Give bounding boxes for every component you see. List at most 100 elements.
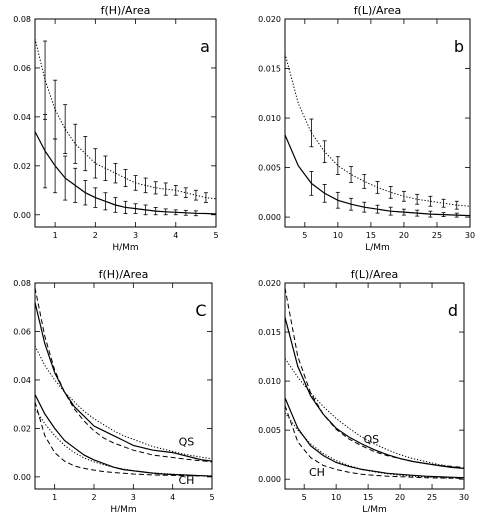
error-bar: [113, 162, 118, 184]
x-tick-label: 5: [209, 493, 214, 502]
x-tick-label: 5: [302, 493, 307, 502]
chart-title: f(L)/Area: [351, 268, 399, 281]
x-tick-label: 2: [91, 493, 96, 502]
x-tick-label: 3: [131, 493, 136, 502]
error-bar: [441, 212, 446, 218]
series-line-dashed: [35, 401, 212, 477]
error-bar: [309, 171, 314, 196]
error-bar: [335, 191, 340, 209]
y-tick-label: 0.010: [258, 114, 281, 123]
chart-panel-1: f(L)/Area L/Mm b 5 10 15 20 25 30 0.000 0.005 0.010…: [258, 4, 475, 253]
y-tick-label: 0.04: [13, 376, 31, 385]
error-bar: [183, 187, 188, 199]
y-tick-label: 0.010: [258, 377, 281, 386]
error-bar: [43, 114, 48, 189]
error-bar: [173, 209, 178, 216]
x-tick-label: 25: [432, 231, 442, 240]
error-bar: [428, 210, 433, 218]
error-bar: [123, 169, 128, 188]
error-bar: [322, 140, 327, 164]
error-bar: [113, 197, 118, 213]
error-bar: [322, 184, 327, 203]
x-tick-label: 30: [465, 231, 475, 240]
plot-area: [285, 287, 464, 479]
series-line-dashed: [35, 287, 212, 463]
error-bar: [163, 182, 168, 196]
error-bar: [349, 197, 354, 211]
chart-panel-0: f(H)/Area H/Mm a 1 2 3 4 5 0.00 0.02 0.04 0.06 0.08: [13, 4, 218, 253]
x-tick-label: 4: [173, 231, 178, 240]
error-bar: [133, 203, 138, 214]
y-tick-label: 0.04: [13, 113, 31, 122]
error-bar: [153, 207, 158, 216]
error-bar: [93, 187, 98, 208]
series-line-dotted: [35, 408, 212, 477]
plot-frame: [34, 282, 213, 490]
plot-area: [285, 53, 470, 218]
x-tick-label: 20: [395, 493, 405, 502]
y-tick-label: 0.015: [258, 65, 281, 74]
chart-panel-3: f(L)/Area L/Mm d 5 10 15 20 25 30 0.000 0.005 0.010…: [258, 268, 469, 512]
error-bar: [103, 192, 108, 211]
x-axis-label: L/Mm: [365, 243, 390, 253]
error-bar: [83, 180, 88, 206]
panel-label: C: [195, 301, 206, 320]
error-bar: [73, 123, 78, 164]
error-bar: [53, 79, 58, 140]
error-bar: [401, 190, 406, 202]
error-bar: [388, 185, 393, 199]
error-bar: [375, 204, 380, 214]
plot-area: [35, 287, 212, 477]
error-bar: [415, 193, 420, 205]
y-tick-label: 0.005: [258, 426, 281, 435]
x-tick-label: 25: [427, 493, 437, 502]
error-bar: [454, 212, 459, 218]
x-tick-label: 15: [363, 493, 373, 502]
error-bar: [63, 155, 68, 201]
series-line-dotted: [285, 358, 464, 469]
x-axis-label: H/Mm: [112, 243, 138, 253]
chart-title: f(H)/Area: [101, 4, 151, 17]
y-tick-label: 0.00: [13, 211, 31, 220]
error-bar: [133, 175, 138, 191]
error-bar: [183, 209, 188, 216]
error-bar: [193, 189, 198, 201]
error-bar: [349, 166, 354, 183]
curve-label: QS: [363, 433, 379, 446]
panel-label: b: [454, 37, 464, 56]
y-tick-label: 0.08: [13, 15, 31, 24]
y-tick-label: 0.005: [258, 164, 281, 173]
plot-frame: [284, 282, 465, 490]
panel-label: d: [448, 301, 458, 320]
x-tick-label: 10: [331, 493, 341, 502]
x-tick-label: 2: [93, 231, 98, 240]
x-tick-label: 5: [302, 231, 307, 240]
x-tick-label: 30: [459, 493, 469, 502]
x-axis-label: L/Mm: [362, 505, 387, 512]
error-bar: [73, 167, 78, 203]
series-line-dashed: [285, 287, 464, 468]
x-tick-label: 3: [133, 231, 138, 240]
y-tick-label: 0.020: [258, 279, 281, 288]
error-bar: [123, 200, 128, 214]
x-tick-label: 1: [53, 231, 58, 240]
error-bar: [441, 198, 446, 208]
y-tick-label: 0.06: [13, 327, 31, 336]
error-bar: [53, 138, 58, 194]
plot-frame: [34, 18, 217, 228]
chart-title: f(H)/Area: [99, 268, 149, 281]
error-bar: [203, 192, 208, 203]
error-bar: [83, 136, 88, 172]
y-tick-label: 0.015: [258, 328, 281, 337]
error-bar: [153, 181, 158, 195]
x-tick-label: 15: [366, 231, 376, 240]
plot-frame: [284, 18, 471, 228]
error-bar: [143, 177, 148, 194]
x-tick-label: 5: [213, 231, 218, 240]
curve-label: CH: [309, 466, 325, 479]
chart-title: f(L)/Area: [354, 4, 402, 17]
x-tick-label: 1: [52, 493, 57, 502]
error-bar: [375, 181, 380, 194]
y-tick-label: 0.06: [13, 64, 31, 73]
